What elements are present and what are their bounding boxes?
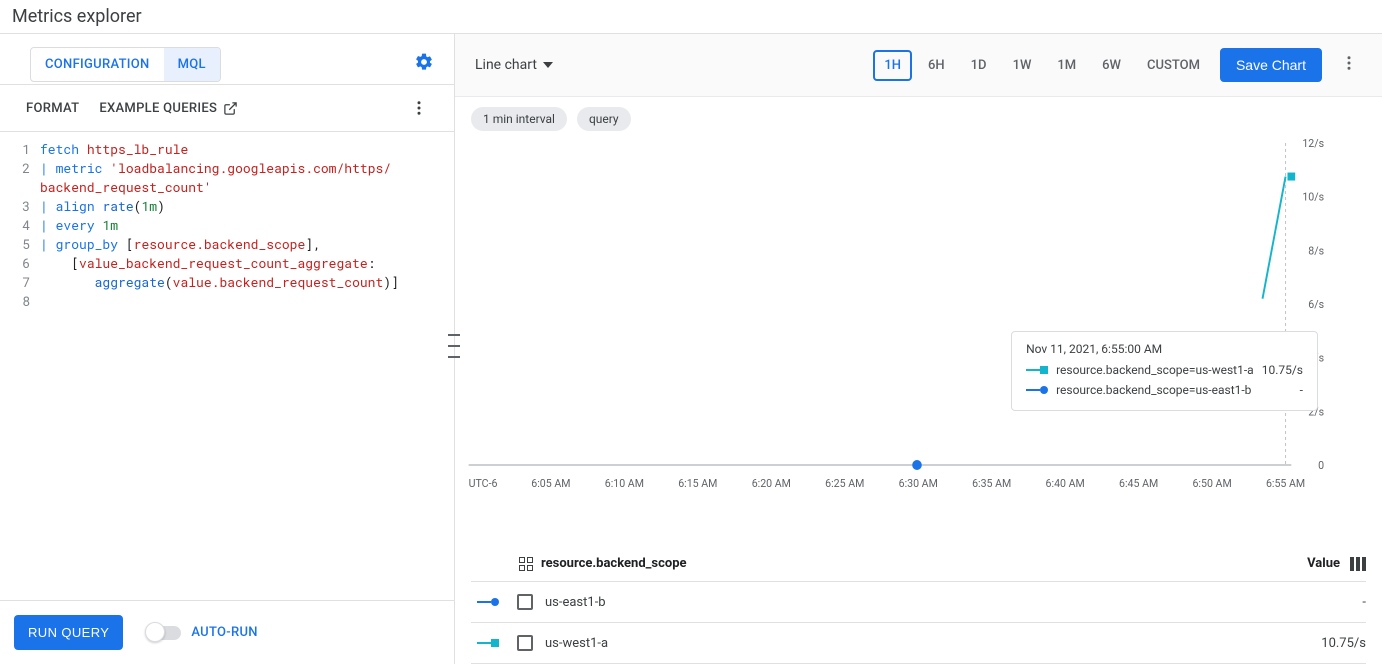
svg-text:UTC-6: UTC-6 bbox=[469, 477, 498, 490]
svg-text:0: 0 bbox=[1318, 459, 1324, 472]
svg-text:6:10 AM: 6:10 AM bbox=[605, 477, 644, 490]
svg-text:6:50 AM: 6:50 AM bbox=[1192, 477, 1231, 490]
example-queries-button[interactable]: EXAMPLE QUERIES bbox=[99, 101, 238, 116]
run-query-button[interactable]: RUN QUERY bbox=[14, 615, 123, 650]
interval-chip[interactable]: 1 min interval bbox=[471, 107, 567, 131]
legend-value-label: Value bbox=[1307, 556, 1340, 571]
time-range-6w[interactable]: 6W bbox=[1092, 50, 1131, 81]
toolbar-more-icon[interactable] bbox=[1332, 46, 1366, 84]
tab-row: CONFIGURATION MQL bbox=[0, 34, 454, 85]
save-chart-button[interactable]: Save Chart bbox=[1220, 48, 1322, 82]
svg-text:6:35 AM: 6:35 AM bbox=[972, 477, 1011, 490]
svg-text:6:45 AM: 6:45 AM bbox=[1119, 477, 1158, 490]
chip-row: 1 min interval query bbox=[455, 97, 1382, 135]
page-title: Metrics explorer bbox=[0, 0, 1382, 34]
code-lines: fetch https_lb_rule | metric 'loadbalanc… bbox=[30, 140, 399, 592]
legend-group-label: resource.backend_scope bbox=[541, 556, 687, 571]
editor-bottom-bar: RUN QUERY AUTO-RUN bbox=[0, 600, 454, 664]
time-range-1h[interactable]: 1H bbox=[873, 50, 912, 81]
time-range-1d[interactable]: 1D bbox=[961, 50, 997, 81]
open-external-icon bbox=[223, 101, 238, 116]
right-panel: Line chart 1H6H1D1W1M6WCUSTOM Save Chart… bbox=[455, 34, 1382, 664]
svg-text:6:15 AM: 6:15 AM bbox=[678, 477, 717, 490]
grid-icon bbox=[519, 557, 533, 571]
svg-text:6/s: 6/s bbox=[1308, 298, 1324, 311]
svg-text:6:40 AM: 6:40 AM bbox=[1046, 477, 1085, 490]
query-chip[interactable]: query bbox=[577, 107, 631, 131]
legend-row[interactable]: us-west1-a10.75/s bbox=[471, 623, 1366, 664]
tab-configuration[interactable]: CONFIGURATION bbox=[31, 48, 164, 81]
chart-area[interactable]: 12/s10/s8/s6/s4/s2/s0UTC-66:05 AM6:10 AM… bbox=[455, 135, 1382, 546]
columns-icon[interactable] bbox=[1350, 557, 1366, 571]
code-editor[interactable]: 12345678 fetch https_lb_rule | metric 'l… bbox=[0, 132, 454, 600]
svg-text:8/s: 8/s bbox=[1308, 244, 1324, 257]
time-range-custom[interactable]: CUSTOM bbox=[1137, 50, 1210, 81]
chart-type-label: Line chart bbox=[475, 57, 537, 73]
svg-text:6:55 AM: 6:55 AM bbox=[1266, 477, 1305, 490]
chevron-down-icon bbox=[543, 60, 553, 70]
tab-mql[interactable]: MQL bbox=[164, 48, 220, 81]
editor-more-icon[interactable] bbox=[410, 99, 428, 117]
svg-text:12/s: 12/s bbox=[1302, 137, 1324, 150]
tooltip-timestamp: Nov 11, 2021, 6:55:00 AM bbox=[1026, 342, 1303, 356]
left-panel: CONFIGURATION MQL FORMAT EXAMPLE QUERIES… bbox=[0, 34, 455, 664]
editor-subbar: FORMAT EXAMPLE QUERIES bbox=[0, 85, 454, 132]
time-range-6h[interactable]: 6H bbox=[918, 50, 955, 81]
legend-area: resource.backend_scope Value us-east1-b-… bbox=[455, 546, 1382, 664]
svg-text:6:30 AM: 6:30 AM bbox=[899, 477, 938, 490]
time-range-1w[interactable]: 1W bbox=[1003, 50, 1042, 81]
auto-run-label: AUTO-RUN bbox=[191, 625, 257, 640]
svg-text:6:25 AM: 6:25 AM bbox=[825, 477, 864, 490]
example-queries-label: EXAMPLE QUERIES bbox=[99, 101, 217, 116]
legend-header: resource.backend_scope Value bbox=[471, 546, 1366, 582]
legend-checkbox[interactable] bbox=[517, 635, 533, 651]
svg-text:10/s: 10/s bbox=[1302, 190, 1324, 203]
legend-row[interactable]: us-east1-b- bbox=[471, 582, 1366, 623]
gear-icon[interactable] bbox=[406, 44, 442, 84]
chart-svg: 12/s10/s8/s6/s4/s2/s0UTC-66:05 AM6:10 AM… bbox=[459, 135, 1326, 495]
svg-text:6:05 AM: 6:05 AM bbox=[531, 477, 570, 490]
chart-type-select[interactable]: Line chart bbox=[471, 51, 557, 79]
legend-checkbox[interactable] bbox=[517, 594, 533, 610]
chart-tooltip: Nov 11, 2021, 6:55:00 AM resource.backen… bbox=[1011, 331, 1318, 411]
auto-run-toggle[interactable] bbox=[147, 626, 181, 640]
time-range-group: 1H6H1D1W1M6WCUSTOM bbox=[873, 50, 1210, 81]
time-range-1m[interactable]: 1M bbox=[1047, 50, 1086, 81]
format-button[interactable]: FORMAT bbox=[26, 101, 79, 116]
chart-toolbar: Line chart 1H6H1D1W1M6WCUSTOM Save Chart bbox=[455, 34, 1382, 97]
svg-text:6:20 AM: 6:20 AM bbox=[752, 477, 791, 490]
code-gutter: 12345678 bbox=[8, 140, 30, 592]
